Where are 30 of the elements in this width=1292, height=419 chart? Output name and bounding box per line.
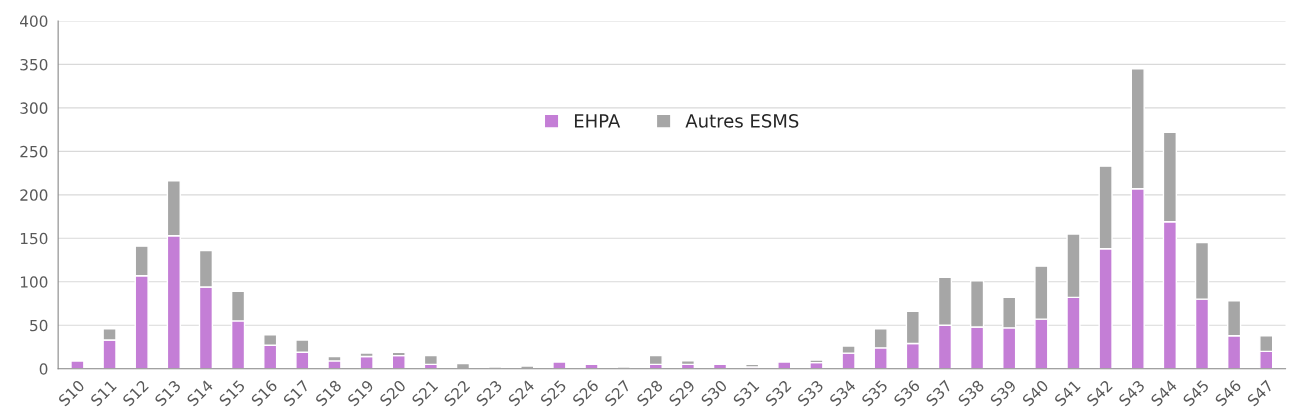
y-tick-label: 350	[20, 58, 48, 71]
x-tick-label: S41	[1053, 379, 1081, 407]
x-tick-label: S23	[475, 379, 503, 407]
y-tick-label: 100	[20, 276, 48, 288]
y-tick-label: 400	[20, 15, 48, 27]
x-tick-label: S32	[764, 379, 792, 407]
x-tick-label: S13	[154, 379, 182, 407]
x-tick-label: S12	[121, 379, 149, 407]
x-tick-label: S11	[89, 379, 117, 407]
y-tick-label: 50	[30, 319, 48, 332]
x-tick-label: S31	[732, 379, 760, 407]
y-tick-label: 150	[20, 232, 48, 245]
x-tick-label: S43	[1118, 379, 1146, 407]
y-tick-label: 200	[20, 189, 48, 201]
x-tick-label: S30	[700, 379, 728, 407]
legend-label: Autres ESMS	[685, 114, 799, 128]
x-tick-label: S22	[443, 379, 471, 407]
x-tick-label: S33	[796, 379, 824, 407]
y-tick-label: 250	[20, 145, 48, 158]
y-tick-label: 300	[20, 102, 48, 114]
x-tick-label: S29	[668, 379, 696, 407]
x-tick-label: S19	[346, 379, 375, 407]
x-tick-label: S21	[411, 379, 439, 407]
x-tick-label: S40	[1021, 379, 1049, 407]
x-tick-label: S42	[1085, 379, 1113, 407]
x-tick-label: S39	[989, 379, 1017, 407]
x-tick-label: S10	[57, 379, 86, 407]
legend-label: EHPA	[574, 114, 621, 128]
x-tick-label: S20	[379, 379, 407, 407]
y-tick-label: 0	[39, 363, 48, 375]
